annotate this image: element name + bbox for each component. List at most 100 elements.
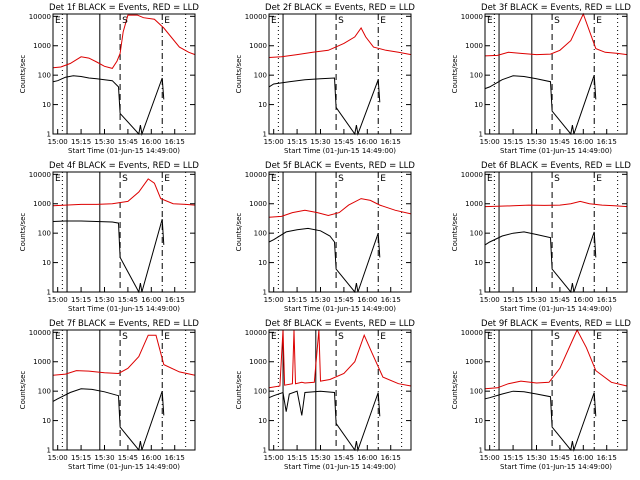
event-marker: E [55, 332, 61, 342]
x-tick-label: 16:00 [357, 454, 377, 462]
y-tick-label: 100 [38, 388, 51, 396]
y-tick-label: 1000 [249, 200, 267, 208]
x-tick-label: 15:30 [526, 454, 546, 462]
x-axis-label: Start Time (01-Jun-15 14:49:00) [500, 463, 612, 471]
x-tick-label: 15:00 [480, 138, 500, 146]
x-tick-label: 16:15 [597, 454, 617, 462]
panel-title: Det 1f BLACK = Events, RED = LLD [49, 3, 199, 13]
panel-title: Det 9f BLACK = Events, RED = LLD [481, 319, 631, 329]
x-tick-label: 15:30 [94, 296, 114, 304]
y-tick-label: 100 [470, 388, 483, 396]
y-tick-label: 1000 [465, 200, 483, 208]
x-axis-label: Start Time (01-Jun-15 14:49:00) [284, 463, 396, 471]
panel-det-3: Det 3f BLACK = Events, RED = LLD E S E 1 10 10… [451, 3, 631, 155]
series-line-events [484, 231, 597, 294]
x-tick-label: 16:00 [141, 454, 161, 462]
event-marker: E [487, 332, 493, 342]
panel-det-7: Det 7f BLACK = Events, RED = LLD E S E 1 10 10… [19, 319, 199, 471]
series-line-lld [484, 200, 628, 208]
plot-frame [52, 329, 196, 451]
event-marker: E [164, 16, 170, 26]
panel-title: Det 7f BLACK = Events, RED = LLD [49, 319, 199, 329]
panel-title: Det 8f BLACK = Events, RED = LLD [265, 319, 415, 329]
y-axis-label: Counts/sec [19, 213, 27, 252]
y-tick-label: 1 [47, 447, 51, 455]
y-axis-label: Counts/sec [451, 371, 459, 410]
y-tick-label: 1 [47, 131, 51, 139]
series-line-events [268, 227, 381, 294]
x-tick-label: 15:15 [287, 138, 307, 146]
panel-title: Det 5f BLACK = Events, RED = LLD [265, 161, 415, 171]
y-tick-label: 1 [47, 289, 51, 297]
y-tick-label: 1000 [465, 42, 483, 50]
x-tick-label: 16:15 [597, 296, 617, 304]
x-axis-label: Start Time (01-Jun-15 14:49:00) [68, 147, 180, 155]
series-line-lld [484, 12, 628, 57]
event-marker: E [596, 174, 602, 184]
event-marker: E [55, 174, 61, 184]
series-line-lld [268, 329, 412, 389]
y-tick-label: 1000 [33, 200, 51, 208]
event-marker: E [271, 332, 277, 342]
event-marker: S [122, 332, 128, 342]
x-tick-label: 15:00 [480, 296, 500, 304]
panel-title: Det 2f BLACK = Events, RED = LLD [265, 3, 415, 13]
y-tick-label: 10 [258, 101, 267, 109]
panel-title: Det 4f BLACK = Events, RED = LLD [49, 161, 199, 171]
series-line-lld [52, 178, 196, 207]
x-tick-label: 16:15 [597, 138, 617, 146]
panel-det-4: Det 4f BLACK = Events, RED = LLD E S E 1 10 10… [19, 161, 199, 313]
series-line-lld [484, 328, 628, 390]
event-marker: S [338, 16, 344, 26]
event-marker: E [380, 332, 386, 342]
x-axis-label: Start Time (01-Jun-15 14:49:00) [500, 305, 612, 313]
series-line-events [484, 390, 597, 452]
y-tick-label: 1 [479, 289, 483, 297]
series-line-events [52, 218, 165, 294]
plot-frame [52, 13, 196, 135]
y-tick-label: 10000 [29, 171, 51, 179]
x-axis-label: Start Time (01-Jun-15 14:49:00) [68, 463, 180, 471]
x-tick-label: 15:00 [480, 454, 500, 462]
panel-det-8: Det 8f BLACK = Events, RED = LLD E S E 1 10 10… [235, 319, 415, 471]
event-marker: S [122, 174, 128, 184]
x-tick-label: 15:30 [94, 454, 114, 462]
y-tick-label: 10 [258, 259, 267, 267]
x-tick-label: 16:00 [573, 454, 593, 462]
x-tick-label: 15:15 [71, 138, 91, 146]
x-tick-label: 15:45 [334, 296, 354, 304]
panel-title: Det 3f BLACK = Events, RED = LLD [481, 3, 631, 13]
x-tick-label: 15:45 [118, 296, 138, 304]
x-tick-label: 15:00 [264, 454, 284, 462]
y-axis-label: Counts/sec [235, 213, 243, 252]
x-tick-label: 15:45 [550, 454, 570, 462]
plot-frame [268, 13, 412, 135]
panel-det-6: Det 6f BLACK = Events, RED = LLD E S E 1 10 10… [451, 161, 631, 313]
event-marker: S [554, 174, 560, 184]
y-tick-label: 1 [263, 131, 267, 139]
y-axis-label: Counts/sec [451, 213, 459, 252]
y-tick-label: 10000 [245, 13, 267, 21]
series-line-events [268, 77, 381, 136]
event-marker: S [554, 16, 560, 26]
x-tick-label: 15:00 [48, 138, 68, 146]
x-tick-label: 15:15 [287, 454, 307, 462]
event-marker: E [271, 174, 277, 184]
y-tick-label: 100 [254, 72, 267, 80]
event-marker: S [122, 16, 128, 26]
x-tick-label: 16:15 [165, 454, 185, 462]
event-marker: E [596, 332, 602, 342]
x-tick-label: 15:30 [94, 138, 114, 146]
x-axis-label: Start Time (01-Jun-15 14:49:00) [68, 305, 180, 313]
x-axis-label: Start Time (01-Jun-15 14:49:00) [284, 147, 396, 155]
x-tick-label: 15:15 [287, 296, 307, 304]
x-tick-label: 15:45 [550, 296, 570, 304]
plot-frame [484, 171, 628, 293]
x-tick-label: 15:00 [48, 296, 68, 304]
series-line-events [52, 388, 165, 452]
y-tick-label: 1000 [249, 42, 267, 50]
y-tick-label: 10 [42, 259, 51, 267]
series-line-events [484, 75, 597, 136]
y-tick-label: 10000 [461, 171, 483, 179]
